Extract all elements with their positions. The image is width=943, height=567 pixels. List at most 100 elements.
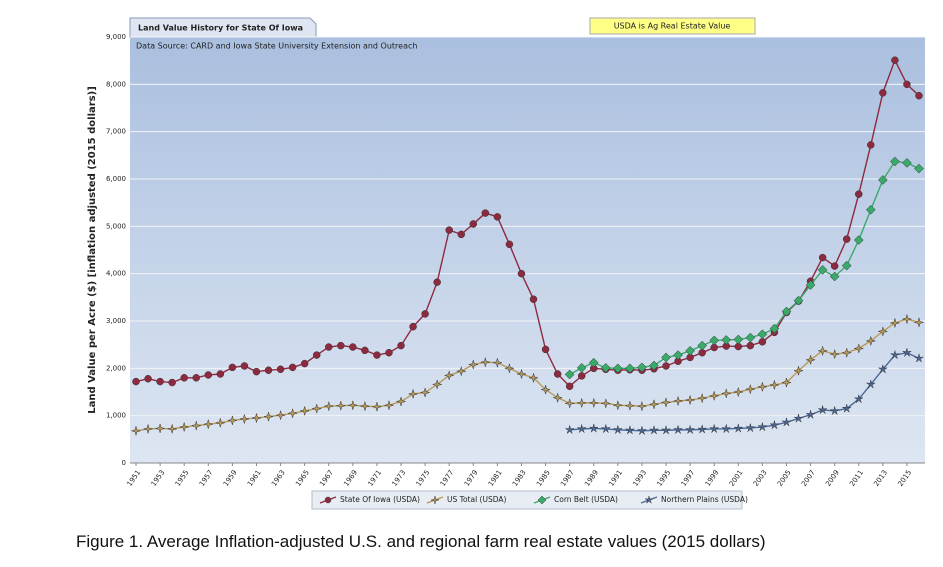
data-point [553,370,562,378]
data-point [419,387,431,398]
data-point [673,425,683,434]
legend [311,490,743,510]
data-point [733,334,744,345]
x-tick-label: 1995 [656,469,673,488]
data-point [756,381,768,393]
data-point [335,400,347,412]
annotation-box [589,17,756,35]
legend-marker [430,495,440,505]
data-point [768,379,780,391]
data-point [902,158,912,168]
x-tick-label: 2003 [752,469,769,488]
data-point [781,377,792,388]
data-point [721,424,731,433]
data-point [601,424,611,433]
data-point [287,407,299,419]
data-point [854,394,864,403]
legend-label: US Total (USDA) [447,495,506,504]
data-point [842,235,851,243]
x-tick-label: 2013 [872,469,889,488]
data-point [733,423,743,433]
data-point [421,310,429,318]
x-tick-label: 1991 [607,469,624,488]
x-tick-label: 1951 [126,469,143,488]
data-point [204,371,213,379]
data-point [469,220,478,228]
data-point [830,262,839,270]
data-point [503,362,515,374]
data-point [600,397,612,409]
data-point [166,423,178,435]
y-tick-label: 3,000 [106,317,126,325]
data-point [529,295,538,303]
data-point [323,400,335,412]
data-point [865,335,877,347]
data-point [915,91,923,100]
y-tick-label: 7,000 [106,128,126,136]
data-point [433,278,441,286]
data-point [637,426,647,435]
y-tick-label: 9,000 [106,33,126,41]
data-point [192,374,200,382]
data-point [588,357,599,368]
y-tick-label: 6,000 [106,175,126,183]
data-point [361,346,369,355]
data-point [395,396,407,407]
data-point [732,386,744,398]
data-point [325,343,333,351]
data-point [288,363,297,372]
data-point [130,425,142,437]
data-point [709,424,719,433]
x-tick-label: 1961 [246,469,263,488]
x-tick-label: 1997 [680,469,697,488]
data-point [721,335,732,345]
data-point [577,372,586,380]
data-point [891,56,899,64]
y-tick-label: 4,000 [106,270,126,278]
x-tick-label: 1965 [294,469,311,488]
data-point [793,365,804,377]
chart-title: Land Value History for State Of Iowa [138,24,303,33]
data-point [903,80,911,89]
data-point [577,424,587,433]
data-point [853,343,865,354]
data-point [685,425,695,434]
annotation: USDA is Ag Real Estate Value [614,22,731,31]
data-point [588,397,600,409]
data-point [457,230,465,239]
x-tick-label: 2007 [800,469,817,488]
data-point [612,363,623,374]
data-point [914,353,924,363]
x-tick-label: 1983 [511,469,528,488]
data-point [600,363,611,373]
data-point [612,399,624,411]
data-point [371,401,383,413]
data-point [409,322,417,331]
data-point [697,340,708,351]
x-tick-label: 1973 [391,469,408,488]
data-point [240,362,249,370]
data-point [455,365,467,377]
data-point [782,417,791,427]
x-tick-label: 1999 [704,469,721,488]
data-point [890,156,900,167]
data-point [661,352,671,363]
x-tick-label: 1957 [198,469,215,488]
y-tick-label: 1,000 [106,412,126,420]
x-tick-label: 1969 [342,469,359,488]
data-point [830,406,840,415]
data-point [757,422,767,431]
data-point [661,425,671,435]
data-point [154,422,166,434]
data-point [829,348,841,360]
data-point [662,362,670,370]
data-point [913,316,925,328]
data-point [564,397,576,409]
data-point [180,374,188,382]
data-point [878,364,888,374]
data-point [745,423,755,432]
data-point [901,313,913,325]
data-point [697,424,707,434]
